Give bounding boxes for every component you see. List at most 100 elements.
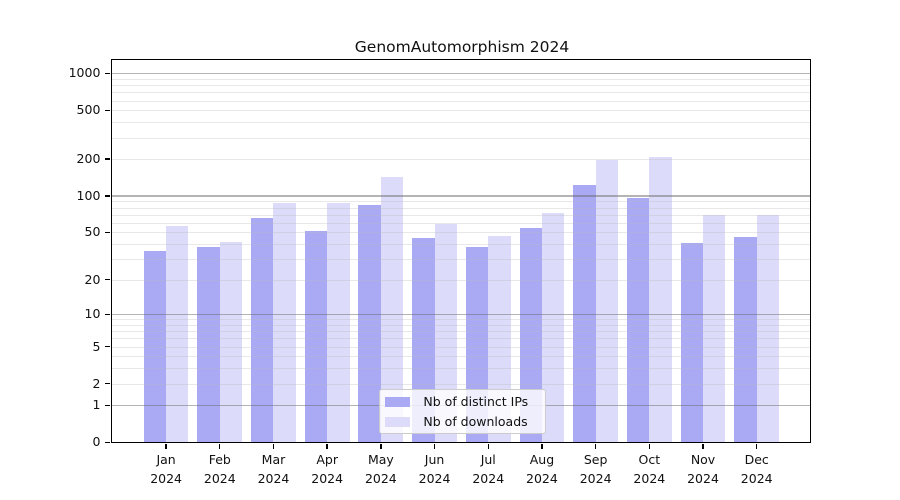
y-tick-mark xyxy=(105,279,111,281)
gridline-major xyxy=(112,72,811,75)
gridline-minor xyxy=(112,78,811,80)
x-tick-year: 2024 xyxy=(257,471,290,487)
bar-distinct-ips xyxy=(143,250,167,443)
legend-label: Nb of downloads xyxy=(423,414,528,430)
x-tick-label: Jan 2024 xyxy=(134,450,198,488)
x-tick-label: Feb 2024 xyxy=(188,450,252,488)
y-tick-label: 200 xyxy=(76,151,101,167)
bar-downloads xyxy=(219,241,243,443)
y-tick-mark xyxy=(105,383,111,385)
gridline-minor xyxy=(112,92,811,94)
bar-distinct-ips xyxy=(680,242,703,443)
y-tick-label: 20 xyxy=(84,271,101,287)
x-tick-year: 2024 xyxy=(740,471,773,487)
x-tick-year: 2024 xyxy=(526,471,558,487)
x-tick-month: Apr xyxy=(316,452,338,468)
bar-downloads xyxy=(703,214,726,443)
x-tick-month: Jan xyxy=(156,452,176,468)
plot-area: Nb of distinct IPs Nb of downloads 0 1 2 5 1… xyxy=(69,59,812,486)
x-tick-mark xyxy=(648,444,651,450)
gridline-minor xyxy=(112,137,811,139)
x-tick-year: 2024 xyxy=(364,471,397,487)
bar-downloads xyxy=(595,160,619,443)
y-tick-label: 100 xyxy=(76,187,101,203)
y-tick-mark xyxy=(105,345,111,348)
x-tick-label: Dec 2024 xyxy=(725,450,789,488)
y-tick-mark xyxy=(105,195,111,197)
x-tick-month: Oct xyxy=(638,452,661,468)
bar-downloads xyxy=(273,203,296,443)
legend-swatch-downloads xyxy=(385,416,411,427)
y-tick-label: 500 xyxy=(76,102,101,118)
x-tick-year: 2024 xyxy=(633,471,666,487)
bar-downloads xyxy=(434,223,457,443)
bar-downloads xyxy=(380,177,404,443)
bar-downloads xyxy=(166,225,189,443)
bar-distinct-ips xyxy=(519,228,542,443)
x-tick-label: Mar 2024 xyxy=(241,450,305,488)
x-tick-year: 2024 xyxy=(579,471,612,487)
x-tick-mark xyxy=(272,444,275,450)
legend-item: Nb of downloads xyxy=(380,413,545,430)
x-tick-mark xyxy=(165,444,167,450)
x-tick-year: 2024 xyxy=(150,471,182,487)
gridline-major xyxy=(112,195,811,197)
y-tick-mark xyxy=(105,441,111,444)
x-tick-mark xyxy=(219,444,221,450)
bar-downloads xyxy=(541,213,565,443)
x-tick-mark xyxy=(380,444,382,450)
y-tick-mark xyxy=(105,313,111,315)
bar-downloads xyxy=(756,214,780,443)
bar-distinct-ips xyxy=(734,236,757,443)
x-tick-mark xyxy=(433,444,436,450)
x-tick-mark xyxy=(326,444,328,450)
y-tick-label: 1000 xyxy=(68,65,101,81)
x-tick-label: Jul 2024 xyxy=(456,450,520,488)
x-tick-label: Nov 2024 xyxy=(671,450,735,488)
gridline-minor xyxy=(112,159,811,161)
y-tick-label: 50 xyxy=(84,224,101,240)
y-tick-mark xyxy=(105,72,111,75)
x-tick-mark xyxy=(541,444,543,450)
gridline-minor xyxy=(112,110,811,112)
x-tick-month: Feb xyxy=(208,452,231,468)
bar-distinct-ips xyxy=(573,185,596,443)
x-tick-month: Mar xyxy=(261,452,286,468)
legend-item: Nb of distinct IPs xyxy=(380,393,545,410)
legend: Nb of distinct IPs Nb of downloads xyxy=(379,389,547,435)
gridline-minor xyxy=(112,201,811,203)
x-tick-mark xyxy=(487,444,489,450)
x-tick-label: Sep 2024 xyxy=(564,450,628,488)
x-tick-label: Jun 2024 xyxy=(403,450,467,488)
x-tick-label: Oct 2024 xyxy=(617,450,681,488)
y-tick-mark xyxy=(105,158,111,160)
y-tick-label: 0 xyxy=(92,434,101,450)
x-tick-mark xyxy=(756,444,758,450)
y-tick-label: 10 xyxy=(84,306,101,322)
y-tick-label: 5 xyxy=(92,338,101,354)
bar-downloads xyxy=(649,157,672,443)
x-tick-label: May 2024 xyxy=(349,450,413,488)
gridline-minor xyxy=(112,100,811,102)
legend-label: Nb of distinct IPs xyxy=(423,394,529,410)
gridline-minor xyxy=(112,122,811,124)
x-tick-month: Jun xyxy=(424,452,445,468)
bar-distinct-ips xyxy=(304,231,328,443)
chart-title: GenomAutomorphism 2024 xyxy=(354,38,570,56)
x-tick-year: 2024 xyxy=(203,471,236,487)
legend-swatch-distinct-ips xyxy=(385,396,411,407)
x-tick-month: Aug xyxy=(529,452,555,468)
bar-distinct-ips xyxy=(197,246,220,443)
x-tick-month: Sep xyxy=(583,452,608,468)
y-tick-mark xyxy=(105,109,111,112)
gridline-minor xyxy=(112,207,811,209)
x-tick-year: 2024 xyxy=(311,471,344,487)
x-tick-month: Jul xyxy=(480,452,496,468)
x-tick-label: Apr 2024 xyxy=(295,450,359,488)
y-tick-mark xyxy=(105,404,111,407)
x-tick-month: Dec xyxy=(744,452,769,468)
x-tick-year: 2024 xyxy=(687,471,719,487)
y-tick-label: 1 xyxy=(92,397,101,413)
x-tick-mark xyxy=(594,444,597,450)
